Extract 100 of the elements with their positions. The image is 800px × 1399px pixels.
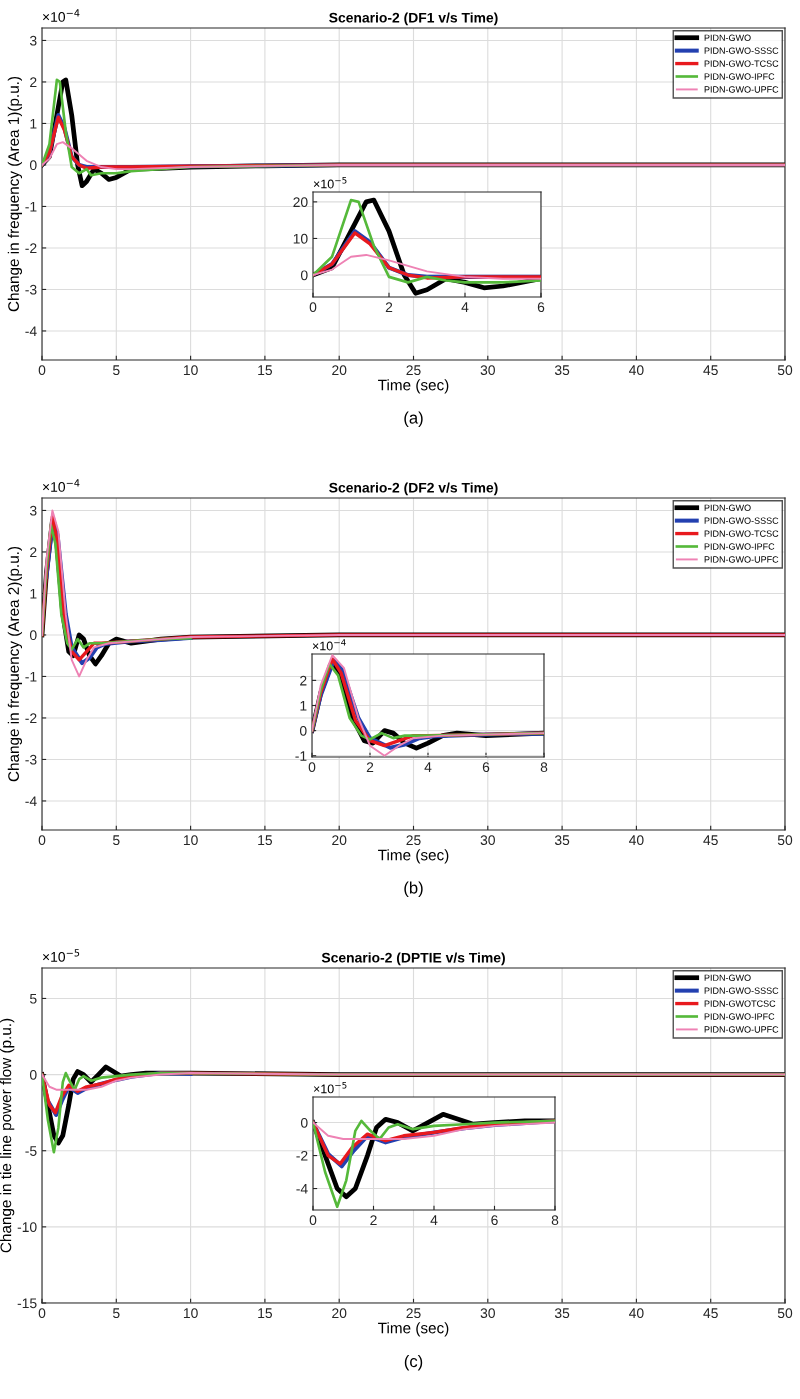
- x-tick-label: 5: [112, 365, 120, 376]
- y-tick-label: 10: [293, 233, 308, 244]
- x-axis-title: Time (sec): [378, 849, 449, 864]
- y-axis-title: Change in tie line power flow (p.u.): [0, 1018, 15, 1253]
- x-tick-label: 2: [366, 762, 374, 772]
- x-tick-label: 50: [777, 1308, 793, 1319]
- y-tick-label: 20: [293, 197, 308, 208]
- x-axis-title: Time (sec): [378, 379, 449, 394]
- y-tick-label: 1: [300, 700, 307, 711]
- legend-label: PIDN-GWO-SSSC: [704, 47, 779, 54]
- x-tick-label: 2: [385, 302, 393, 312]
- y-tick-label: -4: [25, 796, 37, 806]
- x-tick-label: 5: [112, 1308, 120, 1319]
- y-tick-label: -10: [17, 1222, 37, 1233]
- x-tick-label: 45: [703, 835, 718, 846]
- y-tick-label: -3: [25, 284, 37, 295]
- legend-label: PIDN-GWO-TCSC: [704, 60, 779, 67]
- x-tick-label: 6: [491, 1215, 498, 1226]
- x-tick-label: 15: [258, 1308, 273, 1319]
- legend-label: PIDN-GWO-TCSC: [704, 530, 779, 537]
- y-tick-label: 5: [29, 993, 37, 1004]
- y-tick-label: 0: [300, 270, 308, 281]
- x-tick-label: 8: [540, 762, 548, 773]
- x-tick-label: 5: [112, 835, 120, 846]
- x-tick-label: 25: [406, 365, 421, 376]
- chart-title: Scenario-2 (DF1 v/s Time): [329, 12, 498, 26]
- x-tick-label: 0: [309, 1215, 317, 1226]
- x-tick-label: 0: [38, 365, 46, 376]
- y-tick-label: 0: [299, 725, 307, 736]
- x-tick-label: 4: [461, 302, 469, 312]
- legend-label: PIDN-GWO-SSSC: [704, 987, 779, 994]
- legend-label: PIDN-GWO-IPFC: [704, 73, 775, 80]
- y-tick-label: -1: [295, 751, 307, 761]
- y-tick-label: 0: [29, 630, 37, 641]
- x-tick-label: 45: [703, 365, 718, 376]
- legend-label: PIDN-GWO-UPFC: [704, 86, 779, 93]
- x-tick-label: 15: [258, 835, 273, 846]
- x-tick-label: 40: [629, 1308, 644, 1319]
- x-tick-label: 25: [406, 835, 421, 846]
- x-tick-label: 4: [430, 1215, 438, 1225]
- x-tick-label: 0: [309, 302, 317, 313]
- text: ×10$^{−5}$: [42, 949, 80, 962]
- annotation: ×10$^{−5}$: [313, 177, 347, 189]
- y-tick-label: 2: [30, 77, 37, 87]
- x-tick-label: 35: [554, 835, 570, 846]
- y-tick-label: -2: [25, 713, 37, 723]
- legend-label: PIDN-GWO-UPFC: [704, 556, 779, 563]
- x-tick-label: 15: [258, 365, 273, 376]
- x-axis-title: Time (sec): [378, 1322, 449, 1337]
- x-tick-label: 10: [183, 1308, 198, 1319]
- y-tick-label: 3: [29, 35, 37, 46]
- legend-label: PIDN-GWOTCSC: [704, 1000, 776, 1007]
- legend-label: PIDN-GWO: [704, 504, 751, 511]
- annotation: ×10$^{−4}$: [312, 639, 346, 651]
- y-tick-label: 2: [300, 675, 307, 686]
- x-tick-label: 0: [38, 835, 46, 846]
- x-tick-label: 30: [480, 835, 495, 846]
- text: (c): [404, 1354, 423, 1371]
- x-tick-label: 50: [777, 835, 793, 846]
- x-tick-label: 8: [551, 1215, 559, 1226]
- x-tick-label: 30: [480, 365, 495, 376]
- y-axis-title: Change in frequency (Area 1)(p.u.): [7, 76, 23, 312]
- y-tick-label: -15: [17, 1298, 37, 1309]
- y-tick-label: -3: [25, 754, 37, 765]
- legend-label: PIDN-GWO-SSSC: [704, 517, 779, 524]
- text: ×10$^{−4}$: [42, 479, 80, 492]
- legend-label: PIDN-GWO-IPFC: [704, 543, 775, 550]
- x-tick-label: 10: [183, 835, 198, 846]
- x-tick-label: 20: [332, 835, 347, 846]
- y-tick-label: 1: [30, 588, 37, 599]
- x-tick-label: 20: [332, 365, 347, 376]
- chart-title: Scenario-2 (DF2 v/s Time): [329, 482, 498, 496]
- legend-label: PIDN-GWO: [704, 974, 751, 981]
- y-tick-label: 3: [29, 505, 37, 516]
- x-tick-label: 40: [629, 835, 644, 846]
- y-tick-label: 0: [300, 1117, 308, 1128]
- x-tick-label: 0: [38, 1308, 46, 1319]
- x-tick-label: 35: [554, 365, 570, 376]
- x-tick-label: 6: [537, 302, 545, 313]
- y-tick-label: -2: [25, 243, 37, 253]
- y-axis-title: Change in frequency (Area 2)(p.u.): [7, 546, 23, 782]
- x-tick-label: 20: [332, 1308, 347, 1319]
- x-tick-label: 6: [482, 762, 490, 773]
- y-tick-label: -2: [296, 1150, 308, 1161]
- y-tick-label: -5: [25, 1146, 37, 1156]
- x-tick-label: 2: [370, 1215, 377, 1225]
- x-tick-label: 50: [777, 365, 793, 376]
- x-tick-label: 4: [424, 762, 432, 772]
- y-tick-label: -4: [25, 326, 37, 336]
- x-tick-label: 0: [308, 762, 316, 773]
- legend-label: PIDN-GWO-UPFC: [704, 1026, 779, 1033]
- y-tick-label: -1: [25, 201, 37, 212]
- x-tick-label: 45: [703, 1308, 718, 1319]
- y-tick-label: -4: [296, 1184, 308, 1194]
- x-tick-label: 35: [554, 1308, 570, 1319]
- legend-label: PIDN-GWO: [704, 34, 751, 41]
- y-tick-label: 2: [30, 547, 37, 557]
- x-tick-label: 40: [629, 365, 644, 376]
- y-tick-label: -1: [25, 671, 37, 682]
- x-tick-label: 30: [480, 1308, 495, 1319]
